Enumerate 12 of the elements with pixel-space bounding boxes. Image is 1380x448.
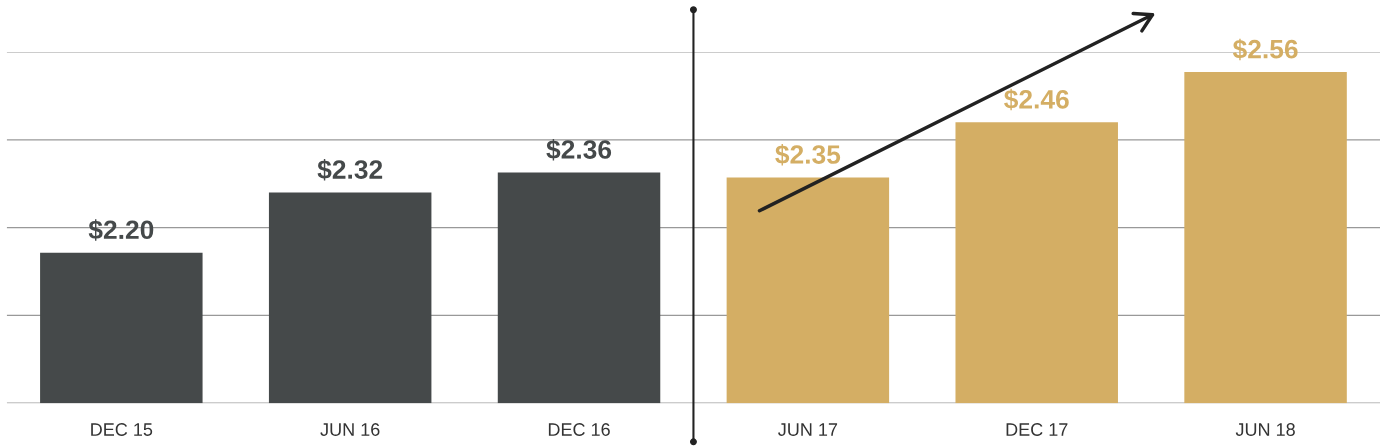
x-tick-label: JUN 18 [1235, 423, 1295, 436]
data-label: $2.36 [546, 139, 612, 161]
x-tick-label: DEC 15 [91, 423, 153, 436]
data-label: $2.20 [88, 219, 154, 241]
x-tick-label: DEC 16 [548, 423, 610, 436]
data-label: $2.35 [775, 144, 841, 166]
x-tick-label: DEC 17 [1006, 423, 1068, 436]
x-tick-label: JUN 17 [778, 423, 838, 436]
x-tick-label: JUN 16 [320, 423, 380, 436]
data-label: $2.56 [1232, 38, 1298, 61]
data-label: $2.46 [1004, 88, 1069, 111]
data-label: $2.32 [317, 159, 383, 181]
